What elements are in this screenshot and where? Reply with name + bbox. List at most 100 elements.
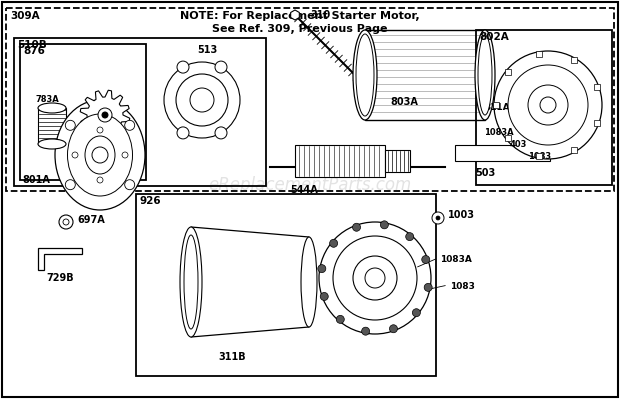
Ellipse shape — [68, 114, 133, 196]
Circle shape — [97, 127, 103, 133]
Ellipse shape — [184, 235, 198, 329]
Text: 1083: 1083 — [450, 282, 475, 291]
Bar — [536, 51, 542, 57]
Bar — [594, 84, 600, 90]
Circle shape — [125, 180, 135, 190]
Circle shape — [65, 180, 75, 190]
Text: 309A: 309A — [10, 11, 40, 21]
Text: 403: 403 — [510, 140, 528, 149]
Ellipse shape — [55, 100, 145, 210]
Circle shape — [422, 255, 430, 263]
Bar — [571, 57, 577, 63]
Bar — [6, 8, 614, 191]
Circle shape — [97, 177, 103, 183]
Circle shape — [59, 215, 73, 229]
Bar — [476, 30, 612, 185]
Circle shape — [389, 325, 397, 333]
Text: 1083: 1083 — [528, 152, 551, 161]
Circle shape — [63, 219, 69, 225]
Circle shape — [381, 221, 388, 229]
Text: 503: 503 — [475, 168, 495, 178]
Text: 926: 926 — [139, 196, 161, 206]
Circle shape — [424, 283, 432, 291]
Ellipse shape — [85, 136, 115, 174]
Bar — [505, 69, 511, 75]
Ellipse shape — [478, 35, 492, 115]
Circle shape — [125, 120, 135, 130]
Circle shape — [215, 127, 227, 139]
Text: 311A: 311A — [484, 103, 510, 112]
Text: See Ref. 309, Previous Page: See Ref. 309, Previous Page — [212, 24, 388, 34]
Text: 729B: 729B — [46, 273, 74, 283]
Text: 544A: 544A — [290, 185, 317, 195]
Circle shape — [353, 256, 397, 300]
Circle shape — [215, 61, 227, 73]
FancyBboxPatch shape — [455, 145, 550, 161]
Circle shape — [336, 315, 344, 323]
Bar — [493, 102, 499, 108]
Circle shape — [412, 309, 420, 317]
Text: 310: 310 — [310, 10, 330, 20]
Circle shape — [72, 152, 78, 158]
Bar — [365, 30, 485, 120]
Bar — [38, 108, 66, 144]
Ellipse shape — [475, 30, 495, 120]
Bar — [505, 135, 511, 141]
Circle shape — [65, 120, 75, 130]
Circle shape — [508, 65, 588, 145]
Polygon shape — [38, 248, 82, 270]
Circle shape — [177, 127, 189, 139]
Text: NOTE: For Replacement Starter Motor,: NOTE: For Replacement Starter Motor, — [180, 11, 420, 21]
Bar — [14, 38, 266, 186]
Circle shape — [177, 61, 189, 73]
Text: 783A: 783A — [36, 95, 60, 104]
Circle shape — [122, 152, 128, 158]
Circle shape — [528, 85, 568, 125]
Text: 896: 896 — [95, 163, 112, 172]
Circle shape — [92, 147, 108, 163]
Ellipse shape — [356, 34, 374, 116]
Polygon shape — [80, 90, 130, 140]
Circle shape — [436, 216, 440, 220]
Circle shape — [190, 88, 214, 112]
Text: 803A: 803A — [390, 97, 418, 107]
Circle shape — [164, 62, 240, 138]
Text: 513: 513 — [197, 45, 217, 55]
Circle shape — [361, 327, 370, 335]
Circle shape — [405, 233, 414, 241]
Circle shape — [365, 268, 385, 288]
Ellipse shape — [38, 103, 66, 113]
Text: 697A: 697A — [77, 215, 105, 225]
Bar — [385, 150, 410, 172]
Ellipse shape — [180, 227, 202, 337]
Bar — [536, 153, 542, 159]
Bar — [295, 145, 385, 177]
Text: 1083A: 1083A — [484, 128, 513, 137]
Circle shape — [176, 74, 228, 126]
Text: eReplacementParts.com: eReplacementParts.com — [208, 176, 412, 194]
Circle shape — [540, 97, 556, 113]
Text: 311B: 311B — [218, 352, 246, 362]
Bar — [571, 147, 577, 153]
Circle shape — [318, 265, 326, 273]
Bar — [594, 120, 600, 126]
Bar — [20, 44, 146, 180]
Text: 1003: 1003 — [448, 210, 475, 220]
Ellipse shape — [301, 237, 317, 327]
Text: 802A: 802A — [479, 32, 509, 42]
Bar — [136, 194, 436, 376]
Ellipse shape — [353, 30, 377, 120]
Circle shape — [432, 212, 444, 224]
Circle shape — [333, 236, 417, 320]
Text: 876: 876 — [23, 46, 45, 56]
Text: 801A: 801A — [22, 175, 50, 185]
Circle shape — [330, 239, 338, 247]
Text: 1083A: 1083A — [440, 255, 472, 264]
Circle shape — [353, 223, 361, 231]
Circle shape — [102, 112, 108, 118]
Circle shape — [494, 51, 602, 159]
Polygon shape — [191, 227, 309, 337]
Circle shape — [98, 108, 112, 122]
Ellipse shape — [38, 139, 66, 149]
Circle shape — [321, 292, 328, 300]
